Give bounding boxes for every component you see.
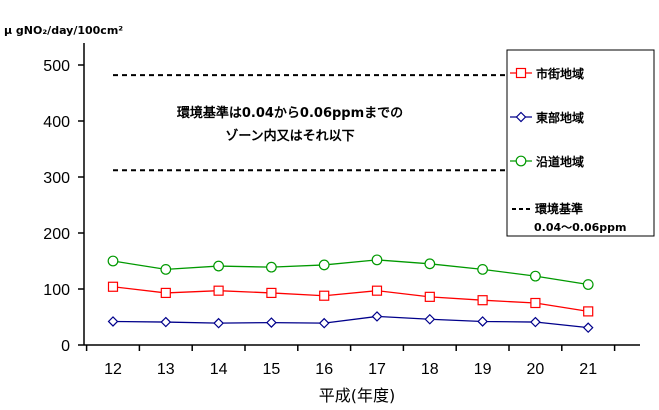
y-tick-label: 300	[43, 170, 70, 187]
y-tick-label: 0	[61, 338, 70, 355]
data-point	[424, 291, 435, 302]
y-unit-label: μ gNO₂/day/100cm²	[4, 24, 123, 37]
series-1	[107, 311, 594, 333]
data-point	[424, 313, 436, 325]
x-tick-label: 19	[474, 361, 492, 378]
legend-series-label: 市街地域	[536, 66, 584, 81]
data-point	[107, 255, 119, 267]
standard-annotation-line-2: ゾーン内又はそれ以下	[225, 128, 354, 144]
x-tick-label: 15	[263, 361, 281, 378]
x-tick-label: 18	[421, 361, 439, 378]
data-point	[213, 317, 224, 329]
data-point	[213, 285, 224, 296]
data-point	[477, 295, 488, 306]
series-line	[112, 286, 589, 313]
data-point	[160, 316, 172, 328]
data-point	[582, 322, 594, 333]
data-point	[213, 260, 225, 272]
axes	[83, 43, 640, 346]
data-point	[160, 287, 171, 299]
data-point	[582, 279, 594, 290]
x-tick-label: 17	[368, 361, 386, 378]
legend-swatch-marker	[515, 111, 527, 123]
data-point	[424, 258, 436, 270]
legend-series-label: 沿道地域	[535, 154, 584, 169]
data-point	[318, 259, 330, 271]
y-ticks: 0 100 200 300 400 500	[43, 58, 84, 355]
series-line	[112, 315, 589, 329]
legend-standard-range: 0.04～0.06ppm	[534, 221, 627, 234]
legend-box	[506, 49, 655, 237]
legend-swatch-marker	[515, 155, 527, 167]
data-point	[266, 287, 277, 299]
x-axis-title: 平成(年度)	[319, 386, 396, 405]
data-point	[107, 281, 119, 292]
data-point	[266, 261, 277, 273]
standard-lines	[113, 74, 505, 172]
x-tick-label: 12	[104, 361, 122, 378]
data-point	[477, 264, 489, 275]
data-point	[107, 316, 119, 327]
data-point	[319, 290, 330, 301]
x-tick-label: 13	[157, 361, 175, 378]
data-point	[583, 306, 594, 317]
x-tick-label: 14	[210, 361, 228, 378]
series-layer	[107, 254, 594, 333]
standard-annotation-line-1: 環境基準は0.04から0.06ppmまでの	[177, 105, 403, 121]
data-point	[160, 264, 172, 275]
x-ticks: 12 13 14 15 16 17 18 19 20 21	[85, 345, 616, 378]
data-point	[318, 317, 330, 329]
legend-standard-label: 環境基準	[535, 201, 583, 216]
series-0	[107, 281, 594, 317]
data-point	[530, 297, 541, 309]
x-tick-label: 21	[579, 361, 597, 378]
data-point	[371, 311, 383, 322]
data-point	[266, 317, 277, 328]
data-point	[530, 316, 541, 328]
series-line	[112, 259, 589, 286]
x-tick-label: 20	[527, 361, 545, 378]
data-point	[477, 316, 488, 327]
legend-swatch-marker	[515, 67, 527, 79]
y-tick-label: 400	[43, 114, 70, 131]
data-point	[371, 285, 383, 296]
y-tick-label: 200	[43, 226, 70, 243]
x-tick-label: 16	[315, 361, 333, 378]
y-tick-label: 500	[43, 58, 70, 75]
data-point	[371, 254, 383, 266]
data-point	[530, 270, 541, 282]
y-tick-label: 100	[43, 282, 70, 299]
legend-series-label: 東部地域	[536, 110, 584, 125]
series-2	[107, 254, 594, 290]
